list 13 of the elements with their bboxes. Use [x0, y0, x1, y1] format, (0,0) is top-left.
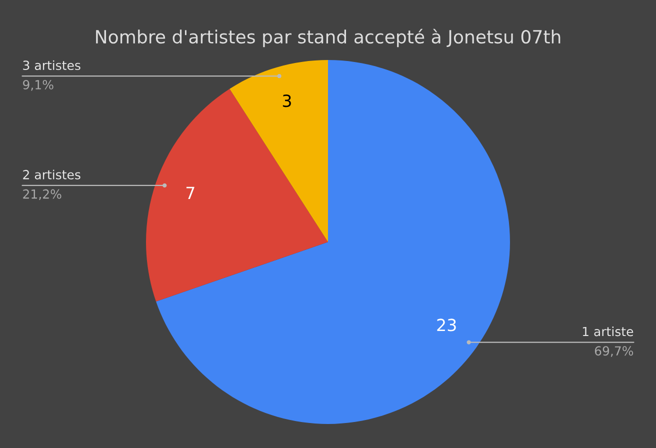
data-label: 7 — [186, 186, 194, 199]
data-label: 3 — [282, 94, 291, 108]
data-label: 23 — [437, 318, 456, 332]
pie-slice — [146, 88, 328, 302]
slice-label: 1 artiste — [582, 326, 634, 336]
pie-slice — [230, 60, 328, 242]
pie-slice — [156, 60, 510, 424]
text: 9,1% — [23, 80, 54, 91]
text: 21,2% — [23, 189, 62, 200]
chart-title: Nombre d'artistes par stand accepté à Jonetsu 07th — [96, 28, 560, 48]
slice-label: 3 artistes — [23, 60, 80, 70]
text: 69,7% — [594, 346, 634, 357]
slice-label: 2 artistes — [23, 170, 80, 180]
